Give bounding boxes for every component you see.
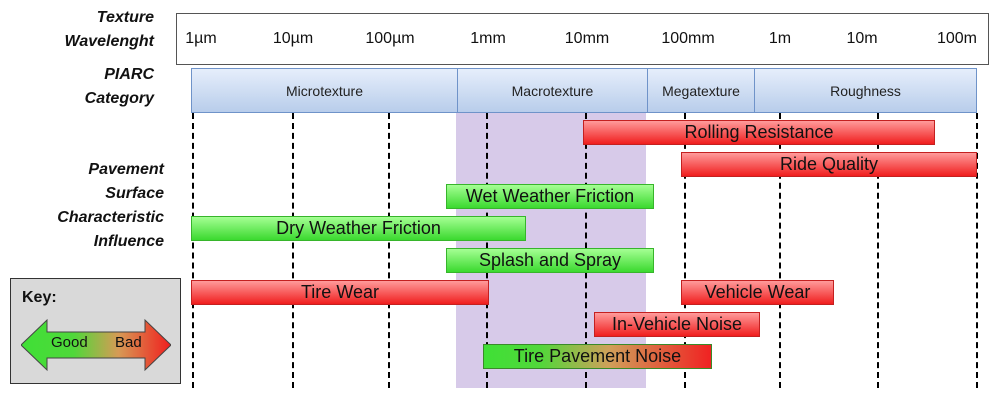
influence-label-line3: Characteristic [57, 209, 164, 226]
bar-vehicle-wear: Vehicle Wear [681, 280, 834, 305]
piarc-label-line1: PIARC [104, 66, 154, 83]
wavelength-label: Texture Wavelenght [30, 6, 155, 54]
good-bad-double-arrow-icon [21, 318, 171, 372]
piarc-label-line2: Category [84, 90, 154, 107]
legend-good-label: Good [51, 334, 88, 351]
tick-100m: 100m [936, 30, 978, 47]
piarc-roughness: Roughness [754, 68, 977, 113]
bar-ride-quality: Ride Quality [681, 152, 977, 177]
wavelength-label-line1: Texture [96, 9, 154, 26]
tick-1m: 1m [768, 30, 792, 47]
tick-1um: 1µm [185, 30, 217, 47]
tick-10m: 10m [846, 30, 878, 47]
legend-key: Key: Good Bad [10, 278, 181, 384]
bar-tire-wear: Tire Wear [191, 280, 489, 305]
influence-label-line2: Surface [105, 185, 164, 202]
piarc-label: PIARC Category [30, 63, 154, 111]
bar-in-vehicle-noise: In-Vehicle Noise [594, 312, 760, 337]
influence-label-line4: Influence [93, 233, 164, 250]
wavelength-label-line2: Wavelenght [64, 33, 155, 50]
bar-tire-pavement-noise: Tire Pavement Noise [483, 344, 712, 369]
bar-splash-and-spray: Splash and Spray [446, 248, 654, 273]
wavelength-axis [176, 13, 989, 65]
gridline-1m [779, 113, 781, 388]
influence-label-line1: Pavement [88, 161, 164, 178]
tick-100um: 100µm [365, 30, 415, 47]
gridline-100m [976, 113, 978, 388]
tick-100mm: 100mm [661, 30, 715, 47]
piarc-megatexture: Megatexture [647, 68, 754, 113]
gridline-1um [192, 113, 194, 388]
gridline-100um [388, 113, 390, 388]
tick-10um: 10µm [272, 30, 314, 47]
bar-wet-weather-friction: Wet Weather Friction [446, 184, 654, 209]
legend-bad-label: Bad [115, 334, 142, 351]
legend-title: Key: [22, 289, 57, 306]
influence-label: Pavement Surface Characteristic Influenc… [10, 158, 164, 254]
tick-1mm: 1mm [470, 30, 506, 47]
gridline-100mm [684, 113, 686, 388]
piarc-microtexture: Microtexture [191, 68, 457, 113]
piarc-macrotexture: Macrotexture [457, 68, 647, 113]
tick-10mm: 10mm [564, 30, 610, 47]
gridline-10um [292, 113, 294, 388]
bar-rolling-resistance: Rolling Resistance [583, 120, 935, 145]
gridline-10m [877, 113, 879, 388]
bar-dry-weather-friction: Dry Weather Friction [191, 216, 526, 241]
